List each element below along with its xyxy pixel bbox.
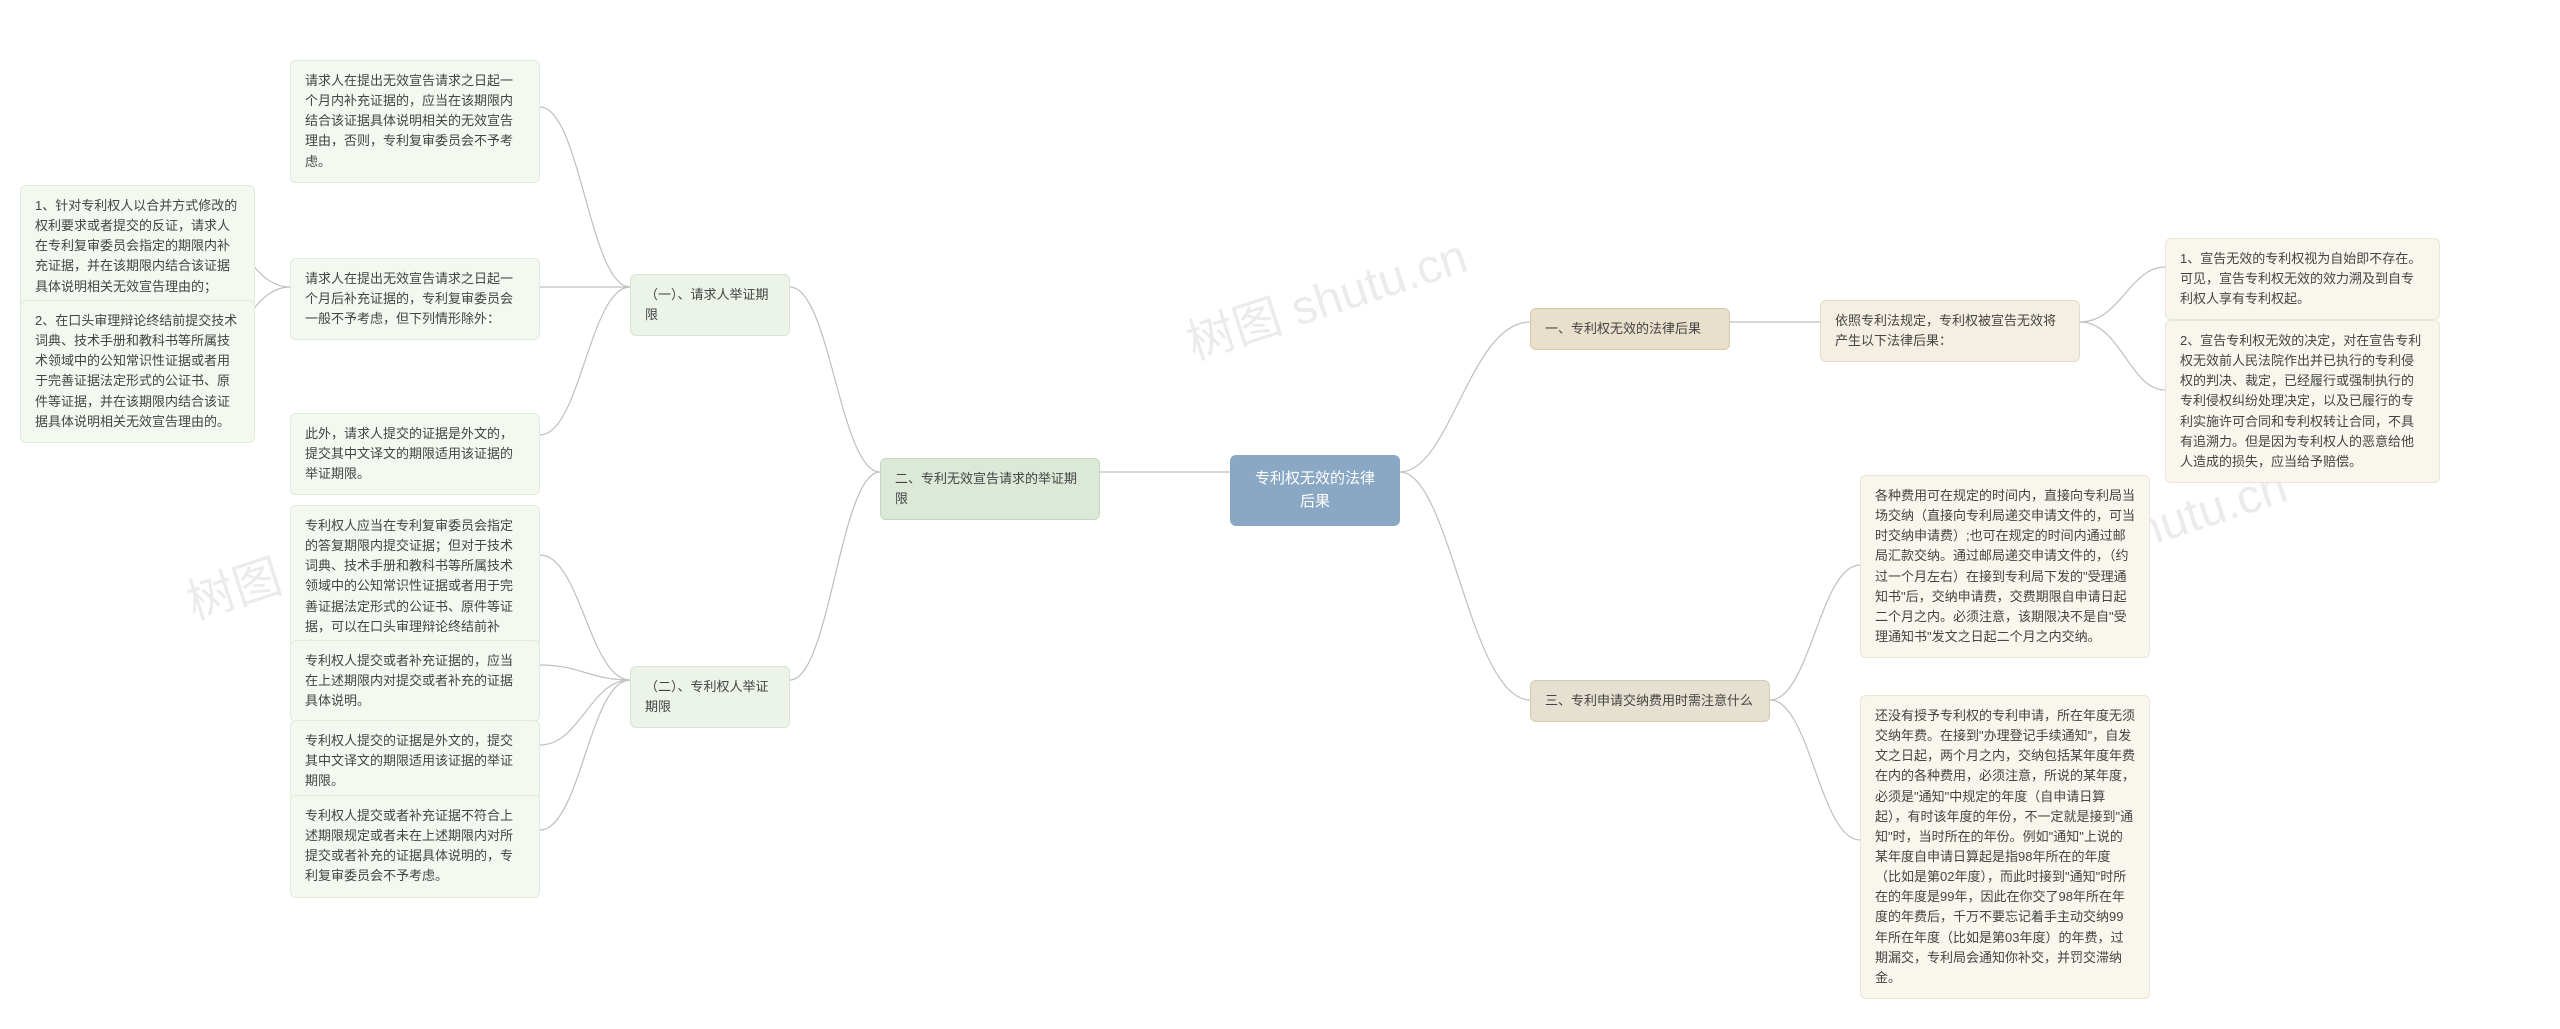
branch-2-sub-2[interactable]: （二）、专利权人举证期限 — [630, 666, 790, 728]
branch-1-intro: 依照专利法规定，专利权被宣告无效将产生以下法律后果： — [1820, 300, 2080, 362]
b2-s1-leaf-1: 请求人在提出无效宣告请求之日起一个月内补充证据的，应当在该期限内结合该证据具体说… — [290, 60, 540, 183]
b2-s2-leaf-3: 专利权人提交的证据是外文的，提交其中文译文的期限适用该证据的举证期限。 — [290, 720, 540, 802]
branch-3-leaf-1: 各种费用可在规定的时间内，直接向专利局当场交纳（直接向专利局递交申请文件的，可当… — [1860, 475, 2150, 658]
branch-3-leaf-2: 还没有授予专利权的专利申请，所在年度无须交纳年费。在接到"办理登记手续通知"，自… — [1860, 695, 2150, 999]
branch-2[interactable]: 二、专利无效宣告请求的举证期限 — [880, 458, 1100, 520]
branch-1[interactable]: 一、专利权无效的法律后果 — [1530, 308, 1730, 350]
b2-s1-leaf-3: 此外，请求人提交的证据是外文的，提交其中文译文的期限适用该证据的举证期限。 — [290, 413, 540, 495]
watermark: 树图 shutu.cn — [1176, 217, 1474, 373]
branch-2-sub-1[interactable]: （一）、请求人举证期限 — [630, 274, 790, 336]
b2-s2-leaf-2: 专利权人提交或者补充证据的，应当在上述期限内对提交或者补充的证据具体说明。 — [290, 640, 540, 722]
branch-1-leaf-2: 2、宣告专利权无效的决定，对在宣告专利权无效前人民法院作出并已执行的专利侵权的判… — [2165, 320, 2440, 483]
b2-s1-exc-2: 2、在口头审理辩论终结前提交技术词典、技术手册和教科书等所属技术领域中的公知常识… — [20, 300, 255, 443]
branch-3[interactable]: 三、专利申请交纳费用时需注意什么 — [1530, 680, 1770, 722]
branch-1-leaf-1: 1、宣告无效的专利权视为自始即不存在。可见，宣告专利权无效的效力溯及到自专利权人… — [2165, 238, 2440, 320]
b2-s1-exc-1: 1、针对专利权人以合并方式修改的权利要求或者提交的反证，请求人在专利复审委员会指… — [20, 185, 255, 308]
b2-s1-leaf-2: 请求人在提出无效宣告请求之日起一个月后补充证据的，专利复审委员会一般不予考虑，但… — [290, 258, 540, 340]
b2-s2-leaf-4: 专利权人提交或者补充证据不符合上述期限规定或者未在上述期限内对所提交或者补充的证… — [290, 795, 540, 898]
root-node[interactable]: 专利权无效的法律后果 — [1230, 455, 1400, 526]
